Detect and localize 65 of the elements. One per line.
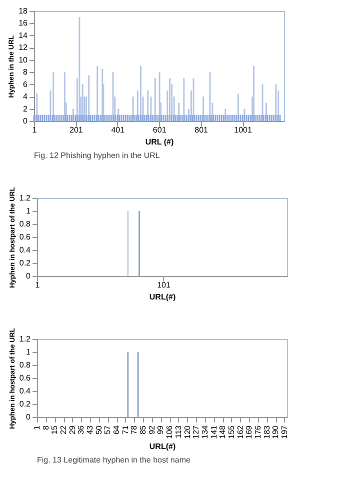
y-tick-label: 18 bbox=[18, 6, 28, 16]
x-tick-label: 50 bbox=[94, 424, 104, 434]
x-tick-label: 148 bbox=[218, 424, 228, 439]
x-axis-title: URL (#) bbox=[145, 138, 174, 146]
y-tick-label: 1.2 bbox=[19, 194, 32, 202]
y-tick-label: 0.4 bbox=[19, 386, 32, 396]
x-tick-label: 43 bbox=[86, 424, 95, 434]
x-tick-label: 29 bbox=[68, 424, 77, 434]
x-tick-label: 85 bbox=[138, 424, 148, 434]
x-tick-label: 127 bbox=[192, 424, 201, 439]
x-tick-label: 106 bbox=[165, 424, 174, 439]
x-tick-label: 176 bbox=[253, 424, 262, 439]
y-tick-label: 0.6 bbox=[19, 374, 32, 382]
y-tick-label: 16 bbox=[18, 18, 28, 28]
x-tick-label: 190 bbox=[271, 424, 280, 439]
y-tick-label: 0.4 bbox=[19, 246, 32, 254]
y-tick-label: 4 bbox=[23, 92, 28, 102]
x-tick-label: 113 bbox=[174, 424, 183, 438]
x-tick-label: 71 bbox=[120, 424, 130, 434]
x-tick-label: 162 bbox=[236, 424, 245, 439]
y-tick-label: 8 bbox=[23, 68, 28, 77]
x-tick-label: 78 bbox=[130, 424, 139, 434]
y-tick-label: 10 bbox=[18, 55, 28, 64]
y-tick-label: 1 bbox=[26, 206, 32, 216]
x-tick-label: 120 bbox=[182, 424, 192, 439]
y-tick-label: 0 bbox=[26, 412, 32, 422]
y-tick-label: 0.2 bbox=[19, 400, 32, 408]
x-tick-label: 36 bbox=[76, 424, 86, 434]
x-tick-label: 155 bbox=[226, 424, 236, 439]
y-tick-label: 0.8 bbox=[19, 220, 32, 228]
x-tick-label: 169 bbox=[244, 424, 254, 439]
x-tick-label: 601 bbox=[152, 126, 167, 134]
x-axis-title: URL(#) bbox=[149, 442, 176, 451]
y-tick-label: 14 bbox=[18, 30, 28, 40]
x-tick-label: 134 bbox=[200, 424, 210, 439]
y-tick-label: 0.6 bbox=[19, 232, 32, 242]
x-tick-label: 201 bbox=[70, 126, 84, 134]
y-tick-label: 0 bbox=[26, 272, 32, 280]
y-tick-label: 12 bbox=[18, 43, 28, 52]
x-axis-title: URL(#) bbox=[149, 292, 176, 302]
y-tick-label: 6 bbox=[23, 80, 28, 89]
y-tick-label: 1 bbox=[26, 348, 32, 356]
x-tick-label: 197 bbox=[280, 424, 289, 439]
y-tick-label: 2 bbox=[23, 104, 28, 114]
x-tick-label: 1 bbox=[32, 424, 42, 430]
x-tick-label: 1 bbox=[32, 126, 38, 134]
x-tick-label: 57 bbox=[103, 424, 112, 434]
x-tick-label: 183 bbox=[262, 424, 272, 439]
x-tick-label: 99 bbox=[156, 424, 166, 434]
x-tick-label: 401 bbox=[111, 126, 126, 134]
y-tick-label: 1.2 bbox=[19, 334, 32, 344]
x-tick-label: 1001 bbox=[234, 126, 252, 134]
y-tick-label: 0.2 bbox=[19, 258, 32, 268]
y-tick-label: 0 bbox=[23, 116, 28, 126]
x-tick-label: 801 bbox=[194, 126, 209, 134]
x-tick-label: 141 bbox=[209, 424, 218, 439]
x-tick-label: 15 bbox=[50, 424, 60, 434]
y-tick-label: 0.8 bbox=[19, 360, 32, 370]
x-tick-label: 22 bbox=[59, 424, 68, 434]
caption: Fig. 12 Phishing hyphen in the URL bbox=[34, 151, 160, 160]
x-tick-label: 64 bbox=[112, 424, 122, 434]
x-tick-label: 101 bbox=[157, 280, 171, 290]
x-tick-label: 92 bbox=[147, 424, 156, 434]
x-tick-label: 8 bbox=[41, 424, 50, 430]
caption: Fig. 13 Legitimate hyphen in the host name bbox=[37, 455, 191, 464]
